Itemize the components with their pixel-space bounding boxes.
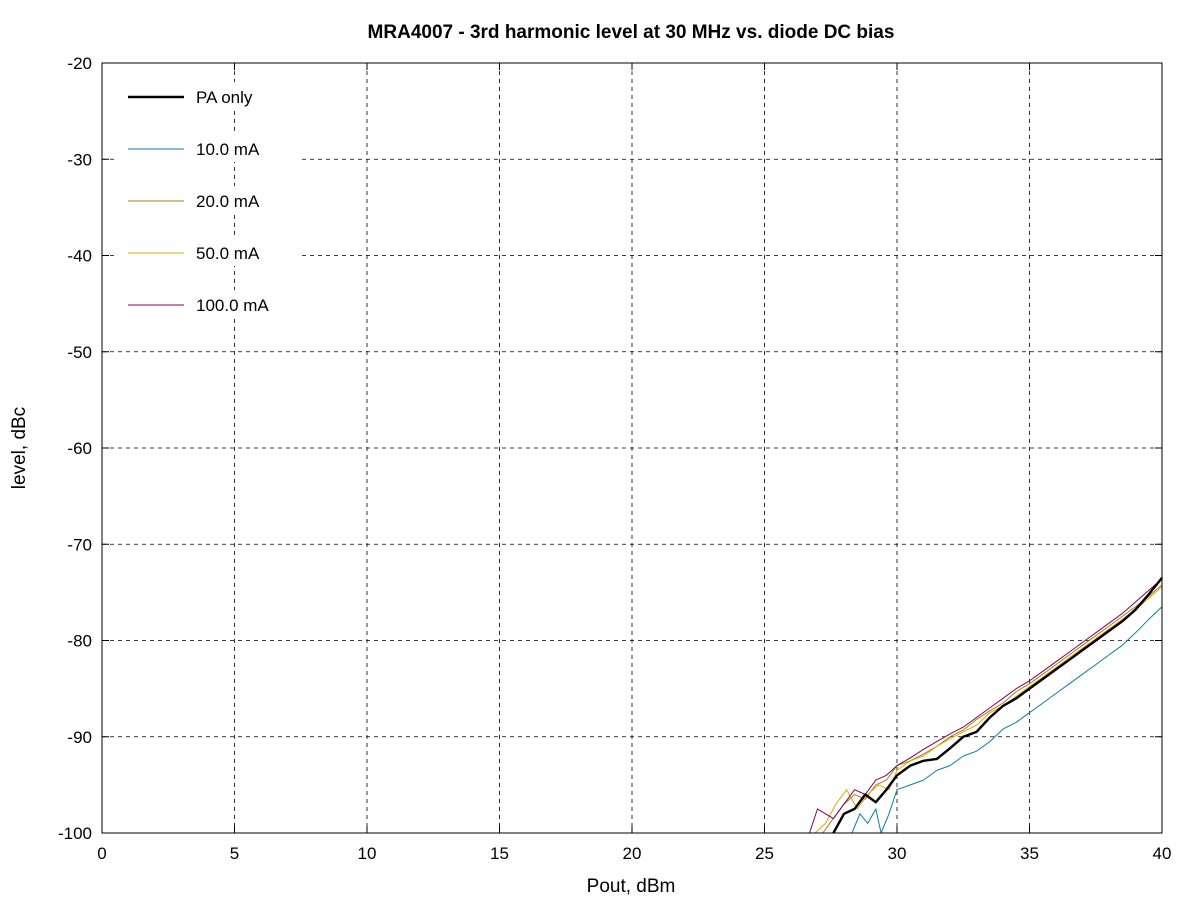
series-line-1 [851,606,1163,834]
legend-bg-2 [118,186,298,214]
y-tick-label-3: -50 [67,343,92,362]
chart-title: MRA4007 - 3rd harmonic level at 30 MHz v… [368,22,895,43]
legend-label-2: 20.0 mA [196,192,260,211]
y-tick-label-4: -60 [67,439,92,458]
legend: PA only 10.0 mA 20.0 mA 50.0 mA 100.0 mA [118,82,298,318]
series-line-3 [814,586,1163,834]
legend-bg-1 [118,134,298,162]
x-tick-label-6: 30 [888,844,907,863]
series-line-4 [809,578,1163,834]
x-tick-label-0: 0 [97,844,106,863]
x-tick-label-1: 5 [230,844,239,863]
x-tick-label-5: 25 [755,844,774,863]
y-tick-label-8: -100 [58,824,92,843]
y-tick-label-6: -80 [67,632,92,651]
x-tick-label-4: 20 [623,844,642,863]
legend-bg-4 [118,290,298,318]
y-tick-label-5: -70 [67,535,92,554]
y-tick-label-0: -20 [67,54,92,73]
grid [102,63,1162,833]
legend-label-3: 50.0 mA [196,244,260,263]
legend-bg-3 [118,238,298,266]
legend-label-4: 100.0 mA [196,296,269,315]
x-tick-label-2: 10 [358,844,377,863]
legend-label-0: PA only [196,88,253,107]
legend-label-1: 10.0 mA [196,140,260,159]
axis-ticks: 0 5 10 15 20 25 30 35 40 -20 -30 -40 -50 -60 -70 -80 -90… [58,54,1171,863]
y-tick-label-2: -40 [67,247,92,266]
x-tick-label-3: 15 [490,844,509,863]
series-line-0 [832,577,1163,834]
series-layer [809,577,1163,834]
x-tick-label-8: 40 [1153,844,1172,863]
y-tick-label-7: -90 [67,728,92,747]
y-tick-label-1: -30 [67,150,92,169]
x-axis-label: Pout, dBm [587,876,676,897]
y-axis-label: level, dBc [9,407,30,489]
x-tick-label-7: 35 [1020,844,1039,863]
